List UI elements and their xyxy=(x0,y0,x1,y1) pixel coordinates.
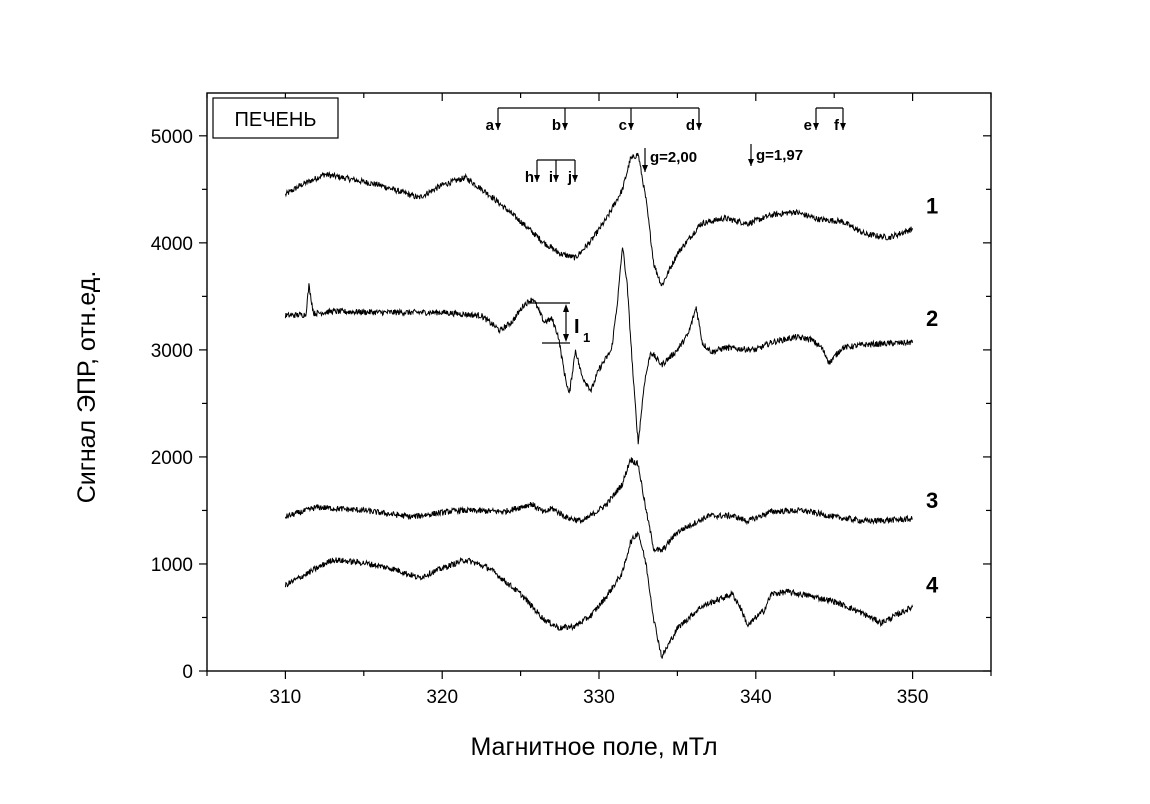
y-tick-label: 2000 xyxy=(151,448,193,469)
y-axis-title: Сигнал ЭПР, отн.ед. xyxy=(73,271,101,504)
label-i: i xyxy=(549,169,553,186)
spectrum-label-3: 3 xyxy=(926,488,938,513)
label-g200: g=2,00 xyxy=(650,149,697,166)
y-tick-label: 3000 xyxy=(151,341,193,362)
arrow-f-head xyxy=(840,123,846,130)
x-tick-label: 350 xyxy=(897,687,929,708)
arrow-h-head xyxy=(534,175,540,182)
arrow-a-head xyxy=(495,123,501,130)
intensity-subscript: 1 xyxy=(583,330,590,345)
x-tick-label: 320 xyxy=(426,687,458,708)
label-f: f xyxy=(834,117,840,134)
spectrum-1 xyxy=(284,152,914,287)
label-c: c xyxy=(619,117,627,134)
box-label-frame xyxy=(212,97,339,139)
arrow-d-head xyxy=(696,123,702,130)
label-h: h xyxy=(525,169,534,186)
x-tick-label: 310 xyxy=(270,687,302,708)
y-tick-label: 4000 xyxy=(151,234,193,255)
arrow-g197-head xyxy=(748,159,754,166)
spectrum-label-2: 2 xyxy=(926,306,938,331)
spectrum-label-4: 4 xyxy=(926,572,939,597)
intensity-arrow-down xyxy=(563,334,569,342)
y-tick-label: 1000 xyxy=(151,555,193,576)
label-e: e xyxy=(804,117,812,134)
intensity-arrow-up xyxy=(563,304,569,312)
spectrum-2 xyxy=(284,247,914,445)
arrow-g200-head xyxy=(642,165,648,172)
x-tick-label: 330 xyxy=(583,687,615,708)
arrow-c-head xyxy=(628,123,634,130)
arrow-e-head xyxy=(813,123,819,130)
label-g197: g=1,97 xyxy=(756,147,803,164)
y-tick-label: 5000 xyxy=(151,127,193,148)
spectra: 1 2 3 4 xyxy=(284,152,939,659)
spectrum-4 xyxy=(284,530,914,659)
annotations: a b c d e f h i j g=2,00 g=1,97 I 1 xyxy=(486,107,846,345)
x-tick-label: 340 xyxy=(740,687,772,708)
arrow-j-head xyxy=(572,175,578,182)
intensity-label: I xyxy=(574,316,580,338)
label-j: j xyxy=(567,169,572,186)
arrow-b-head xyxy=(562,123,568,130)
arrow-i-head xyxy=(553,175,559,182)
plot-frame xyxy=(206,92,992,672)
label-d: d xyxy=(686,117,695,134)
box-label: ПЕЧЕНЬ xyxy=(235,109,317,131)
axes: 310 320 330 340 350 0 1000 2000 3000 4000 5000 Магн… xyxy=(73,92,992,761)
y-tick-label: 0 xyxy=(182,662,193,683)
spectrum-3 xyxy=(284,457,913,553)
label-a: a xyxy=(486,117,495,134)
label-b: b xyxy=(552,117,561,134)
x-axis-title: Магнитное поле, мТл xyxy=(470,733,717,761)
spectrum-label-1: 1 xyxy=(926,193,938,218)
